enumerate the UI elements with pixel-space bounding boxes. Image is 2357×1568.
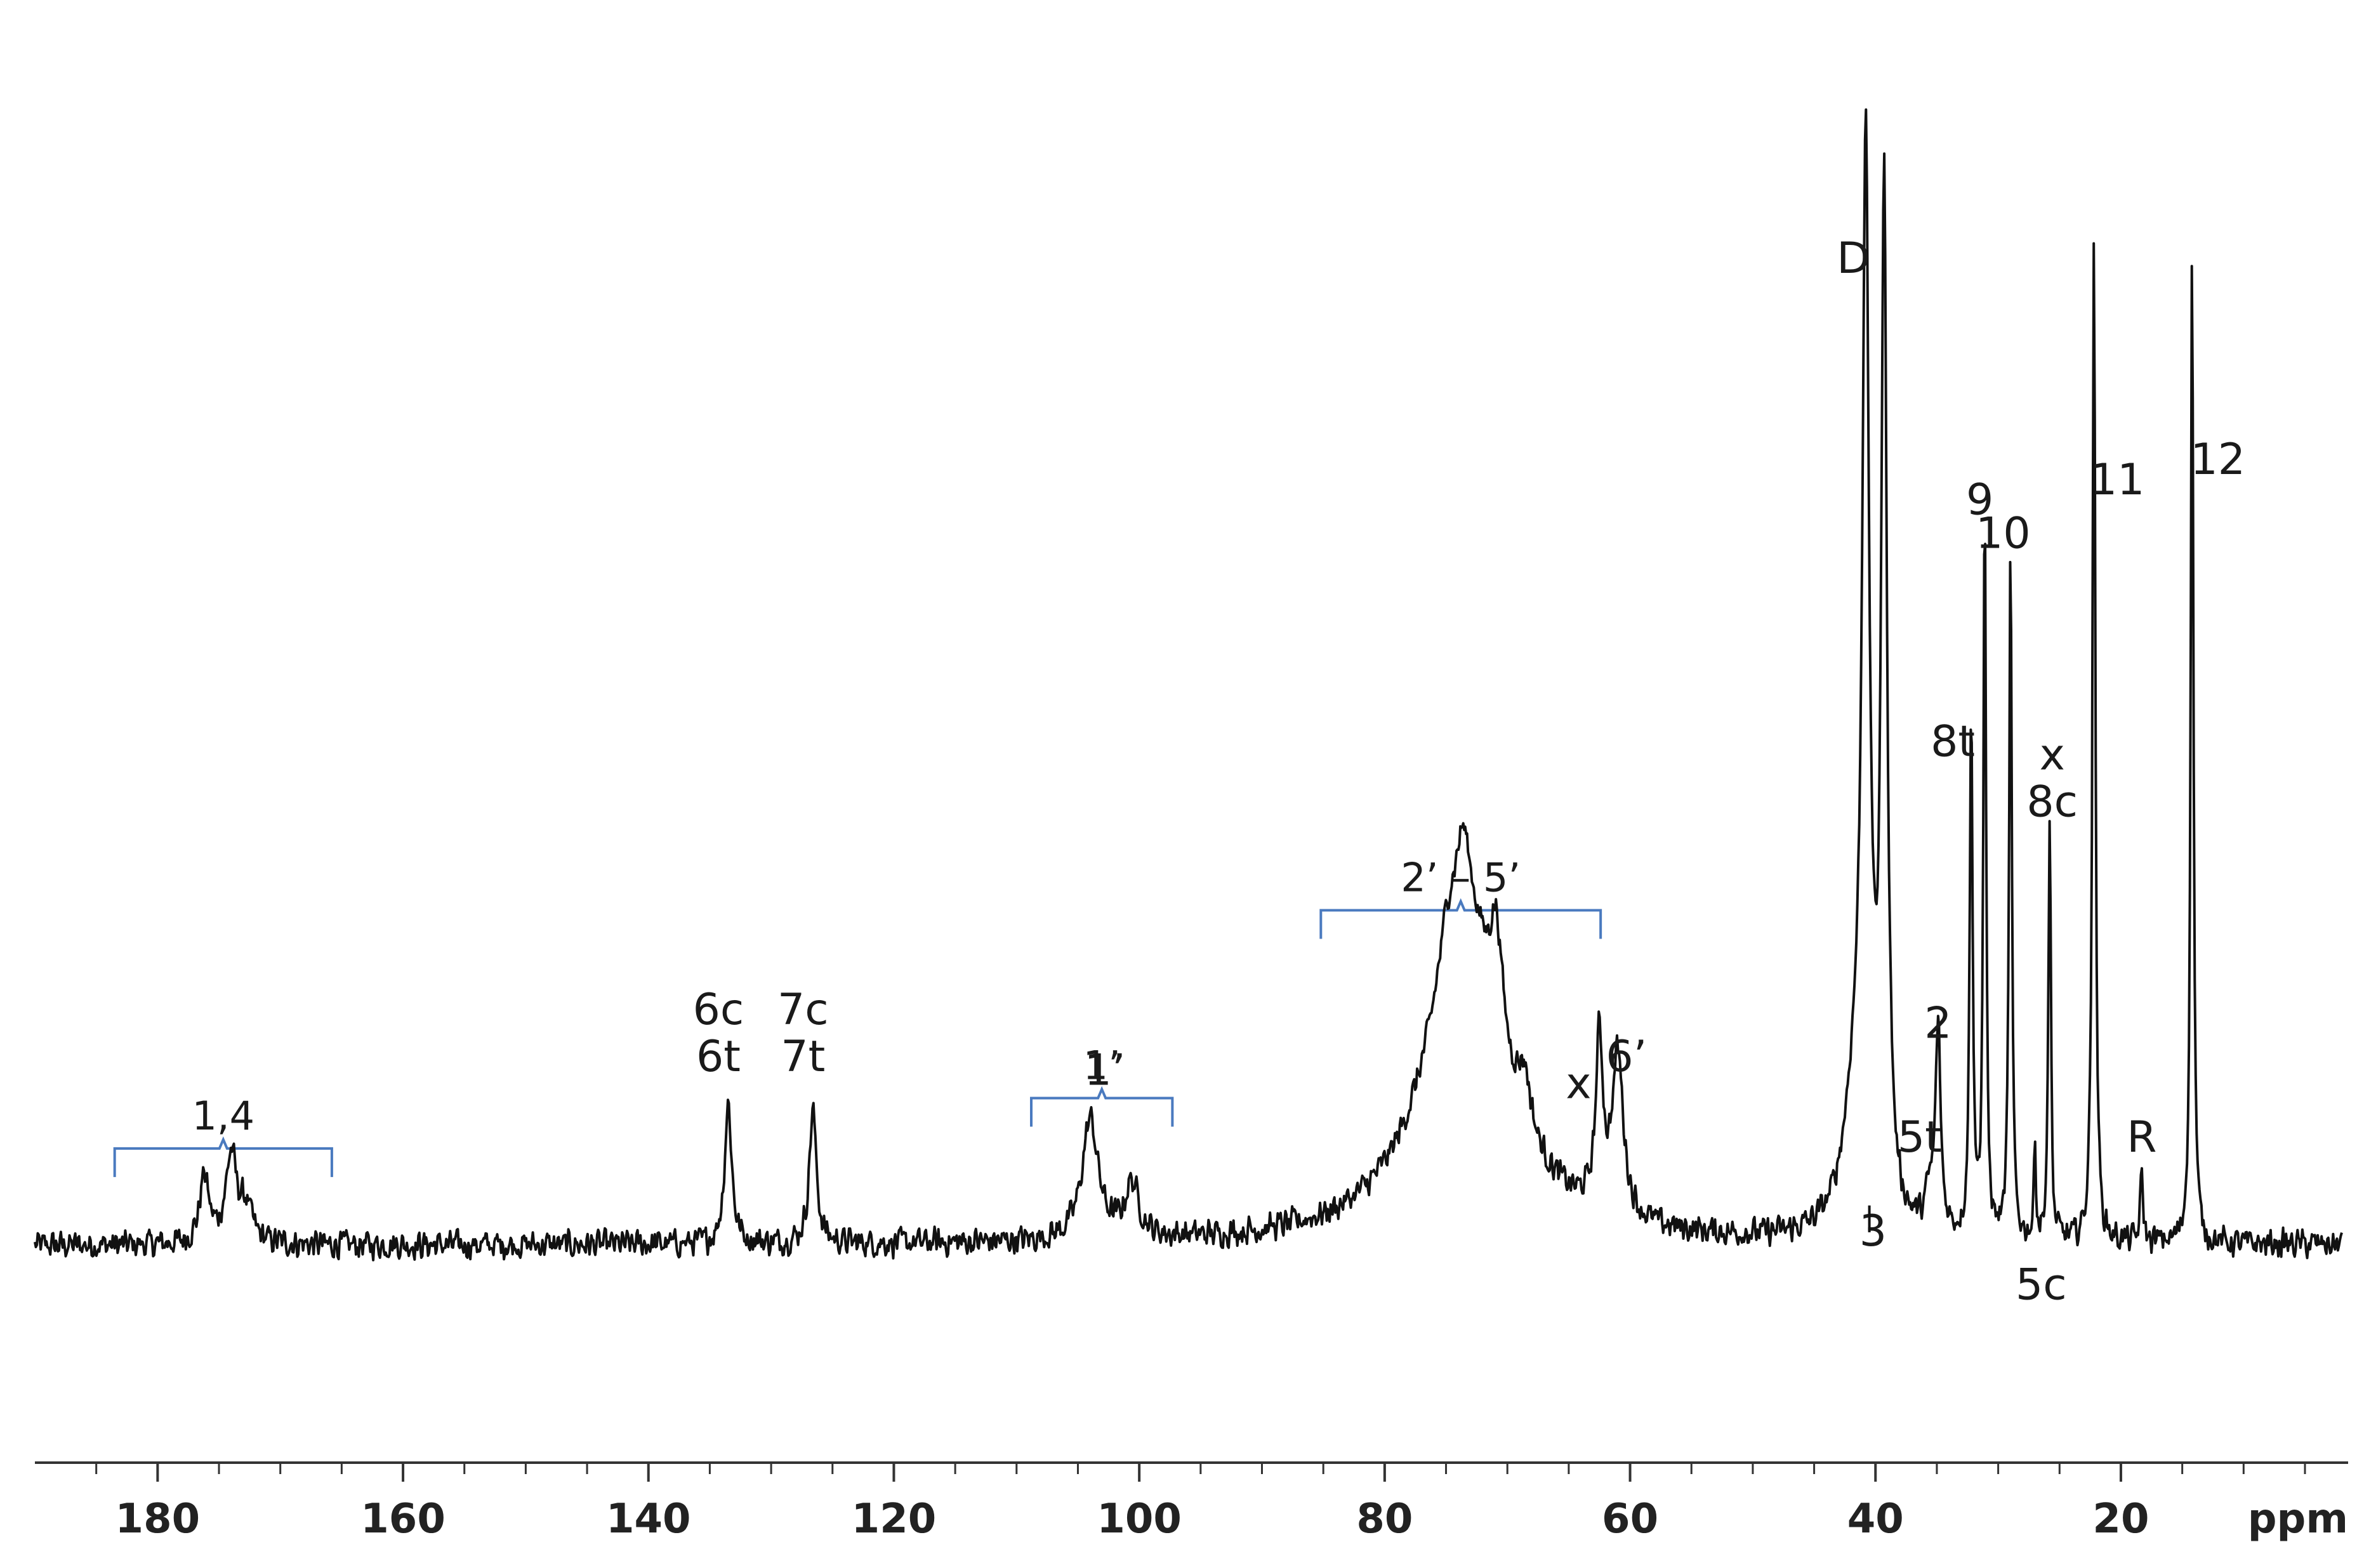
x-axis-unit-label: ppm — [2248, 1496, 2348, 1543]
peak-label-2: 11 — [2090, 455, 2145, 505]
peak-label-13: x — [1566, 1059, 1591, 1109]
peak-label-17: 7c — [777, 985, 829, 1035]
x-axis-ticks: 180 160 140 120 100 80 60 40 20 — [95, 1463, 2306, 1543]
x-tick-label-60: 60 — [1602, 1496, 1658, 1543]
peak-label-10: 3 — [1859, 1206, 1887, 1256]
peak-label-18: 7t — [781, 1032, 825, 1082]
peak-label-4: 10 — [1976, 509, 2031, 559]
x-tick-label-40: 40 — [1847, 1496, 1904, 1543]
peak-label-16: 6t — [696, 1032, 741, 1082]
peak-label-3: 9 — [1966, 475, 1993, 525]
bracket-label-0: 1,4 — [192, 1093, 254, 1139]
x-axis: 180 160 140 120 100 80 60 40 20 ppm — [35, 1461, 2348, 1543]
peak-label-11: 5c — [2016, 1260, 2067, 1310]
x-tick-label-100: 100 — [1097, 1496, 1182, 1543]
peak-label-0: D — [1837, 234, 1870, 284]
peak-label-12: R — [2127, 1112, 2156, 1163]
x-tick-label-80: 80 — [1356, 1496, 1413, 1543]
x-tick-label-120: 120 — [852, 1496, 937, 1543]
peak-label-19: 1’ — [1085, 1045, 1126, 1095]
bracket-label-1: 1’ — [1083, 1043, 1121, 1089]
bracket-1 — [1030, 1086, 1174, 1127]
peak-label-9: 5t — [1898, 1112, 1942, 1163]
bracket-0 — [113, 1136, 333, 1177]
bracket-label-2: 2’ – 5’ — [1401, 854, 1521, 900]
peak-label-5: 8t — [1931, 716, 1975, 767]
peak-label-8: 2 — [1924, 998, 1951, 1048]
x-tick-label-140: 140 — [606, 1496, 691, 1543]
peak-label-6: x — [2040, 730, 2065, 780]
spectrum-trace — [34, 108, 2343, 1262]
peak-label-14: 6’ — [1606, 1032, 1647, 1082]
peak-label-15: 6c — [693, 985, 744, 1035]
peak-label-7: 8c — [2026, 777, 2078, 827]
x-tick-label-20: 20 — [2092, 1496, 2149, 1543]
x-tick-label-160: 160 — [360, 1496, 446, 1543]
peak-label-1: 12 — [2190, 435, 2245, 485]
bracket-2 — [1319, 898, 1602, 939]
x-tick-label-180: 180 — [116, 1496, 201, 1543]
peak-group-brackets: 1,4 1’ 2’ – 5’ — [113, 854, 1602, 1177]
